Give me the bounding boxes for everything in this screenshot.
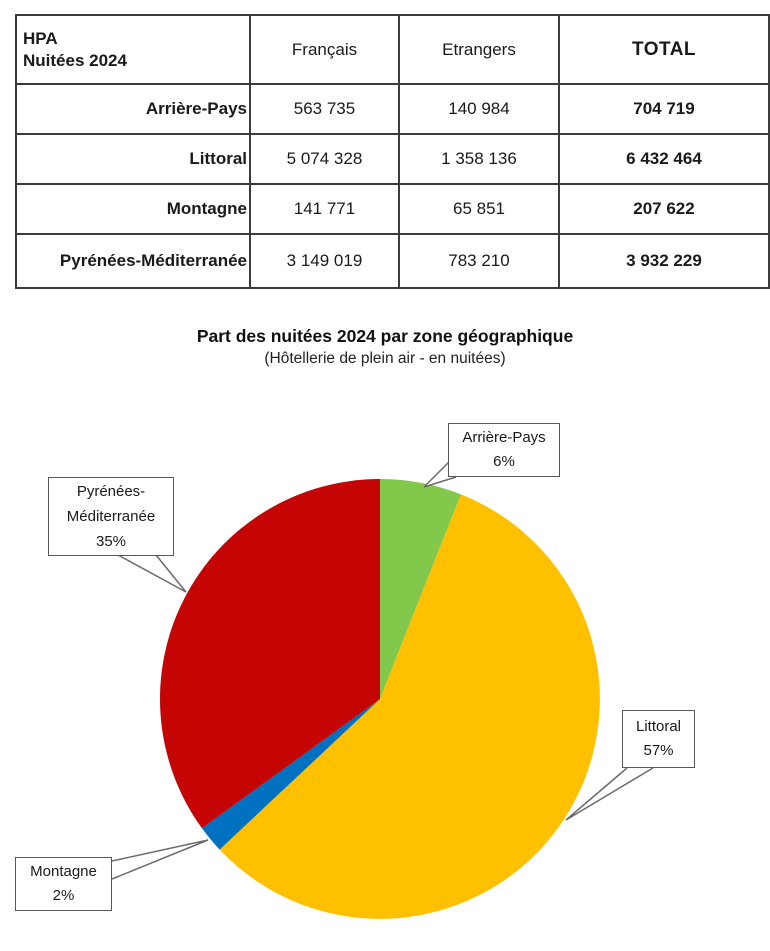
cell-francais: 3 149 019 — [249, 233, 400, 289]
pie-slice-arriere-pays — [380, 478, 461, 699]
callout-pointer-pyrenees — [117, 554, 187, 593]
callout-label-montagne: Montagne 2% — [15, 857, 112, 911]
cell-etrangers: 783 210 — [398, 233, 560, 289]
cell-francais: 563 735 — [249, 83, 400, 135]
callout-value: 35% — [95, 533, 127, 550]
table-row: Littoral 5 074 328 1 358 136 6 432 464 — [15, 133, 770, 185]
table-corner-line1: HPA — [23, 28, 58, 48]
table-row: Pyrénées-Méditerranée 3 149 019 783 210 … — [15, 233, 770, 289]
callout-value: 2% — [52, 887, 75, 904]
cell-etrangers: 65 851 — [398, 183, 560, 235]
chart-subtitle: (Hôtellerie de plein air - en nuitées) — [264, 350, 506, 367]
cell-francais: 5 074 328 — [249, 133, 400, 185]
callout-pointer-montagne — [111, 839, 209, 880]
row-label: Arrière-Pays — [15, 83, 251, 135]
cell-etrangers: 1 358 136 — [398, 133, 560, 185]
table-header-row: HPA Nuitées 2024 Français Etrangers TOTA… — [15, 14, 770, 85]
pie-chart: Arrière-Pays 6% Pyrénées- Méditerranée 3… — [0, 400, 770, 951]
chart-title: Part des nuitées 2024 par zone géographi… — [196, 326, 574, 346]
callout-text: Montagne — [30, 863, 97, 880]
row-label: Pyrénées-Méditerranée — [15, 233, 251, 289]
row-label: Montagne — [15, 183, 251, 235]
table-row: Montagne 141 771 65 851 207 622 — [15, 183, 770, 235]
table-corner-line2: Nuitées 2024 — [23, 50, 127, 70]
callout-value: 57% — [643, 742, 674, 759]
callout-label-pyrenees-mediterranee: Pyrénées- Méditerranée 35% — [48, 477, 174, 556]
callout-label-arriere-pays: Arrière-Pays 6% — [448, 423, 560, 477]
table-corner-cell: HPA Nuitées 2024 — [15, 14, 251, 85]
callout-text: Pyrénées- — [76, 483, 146, 500]
nuitees-table: HPA Nuitées 2024 Français Etrangers TOTA… — [15, 14, 770, 289]
table-row: Arrière-Pays 563 735 140 984 704 719 — [15, 83, 770, 135]
pie-slice-montagne — [202, 699, 380, 850]
column-header-francais: Français — [249, 14, 400, 85]
cell-etrangers: 140 984 — [398, 83, 560, 135]
callout-pointer-littoral — [565, 767, 654, 821]
column-header-etrangers: Etrangers — [398, 14, 560, 85]
callout-text: Littoral — [635, 718, 682, 735]
pie-slice-pyrenees-mediterranee — [159, 479, 380, 829]
cell-total: 3 932 229 — [558, 233, 770, 289]
callout-value: 6% — [493, 453, 515, 470]
row-label: Littoral — [15, 133, 251, 185]
pie-chart-canvas — [111, 461, 654, 919]
cell-total: 6 432 464 — [558, 133, 770, 185]
callout-label-littoral: Littoral 57% — [622, 710, 695, 768]
callout-text: Méditerranée — [66, 508, 156, 525]
callout-text: Arrière-Pays — [462, 429, 546, 446]
cell-total: 704 719 — [558, 83, 770, 135]
cell-francais: 141 771 — [249, 183, 400, 235]
column-header-total: TOTAL — [558, 14, 770, 85]
pie-slice-littoral — [219, 494, 600, 919]
cell-total: 207 622 — [558, 183, 770, 235]
